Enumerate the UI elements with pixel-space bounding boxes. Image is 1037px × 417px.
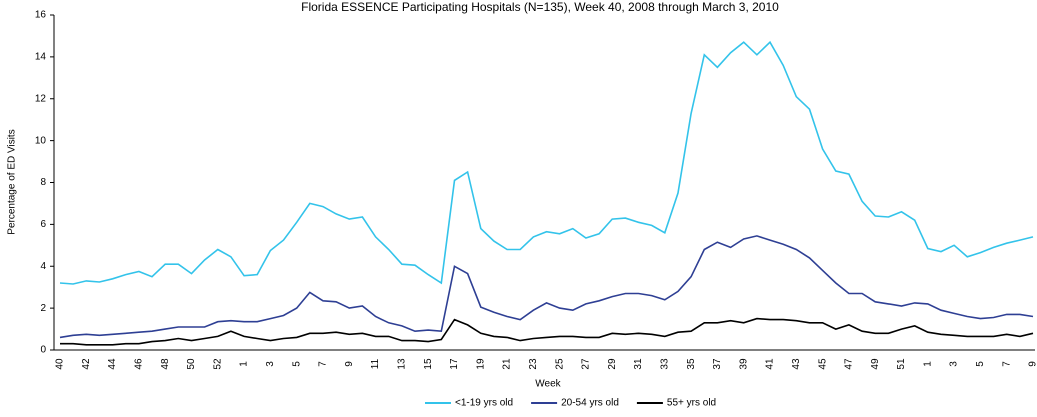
x-tick-label: 41 [765,358,776,370]
x-tick-label: 33 [659,358,670,370]
x-tick-label: 51 [896,358,907,370]
y-axis-label: Percentage of ED Visits [7,129,18,234]
y-tick-label: 12 [35,93,47,104]
x-tick-label: 5 [975,361,986,367]
legend-label: 20-54 yrs old [561,398,619,409]
x-tick-label: 44 [107,358,118,370]
x-tick-label: 47 [844,358,855,370]
x-tick-label: 23 [528,358,539,370]
x-tick-label: 15 [423,358,434,370]
x-tick-label: 48 [160,358,171,370]
y-tick-label: 6 [40,219,46,230]
x-tick-label: 49 [870,358,881,370]
y-tick-label: 4 [40,261,46,272]
x-tick-label: 40 [55,358,66,370]
x-tick-label: 9 [1028,361,1037,367]
x-tick-label: 19 [475,358,486,370]
x-tick-label: 39 [738,358,749,370]
x-tick-label: 29 [607,358,618,370]
y-tick-label: 2 [40,303,46,314]
x-tick-label: 1 [239,361,250,367]
x-tick-label: 43 [791,358,802,370]
x-tick-label: 50 [186,358,197,370]
y-tick-label: 16 [35,10,47,21]
series-line [59,40,1034,285]
x-tick-label: 7 [318,361,329,367]
x-tick-label: 27 [581,358,592,370]
x-tick-label: 42 [81,358,92,370]
x-tick-label: 11 [370,358,381,369]
x-axis-label: Week [535,379,561,390]
x-tick-label: 9 [344,361,355,367]
x-tick-label: 21 [502,358,513,370]
y-tick-label: 14 [35,52,47,63]
x-tick-label: 45 [817,358,828,370]
x-tick-label: 13 [397,358,408,370]
series-line [59,235,1034,339]
x-tick-label: 37 [712,358,723,370]
x-tick-label: 3 [265,361,276,367]
x-tick-label: 3 [949,361,960,367]
x-tick-label: 5 [291,361,302,367]
x-tick-label: 25 [554,358,565,370]
y-tick-label: 0 [40,345,46,356]
legend-label: <1-19 yrs old [455,398,513,409]
x-tick-label: 52 [212,358,223,370]
x-tick-label: 46 [134,358,145,370]
x-tick-label: 31 [633,358,644,370]
x-tick-label: 1 [922,361,933,367]
x-tick-label: 7 [1001,361,1012,367]
legend-label: 55+ yrs old [667,398,716,409]
chart-title: Florida ESSENCE Participating Hospitals … [301,0,779,14]
x-tick-label: 17 [449,358,460,370]
y-tick-label: 10 [35,135,47,146]
x-tick-label: 35 [686,358,697,370]
y-tick-label: 8 [40,177,46,188]
series-line [60,317,1034,346]
